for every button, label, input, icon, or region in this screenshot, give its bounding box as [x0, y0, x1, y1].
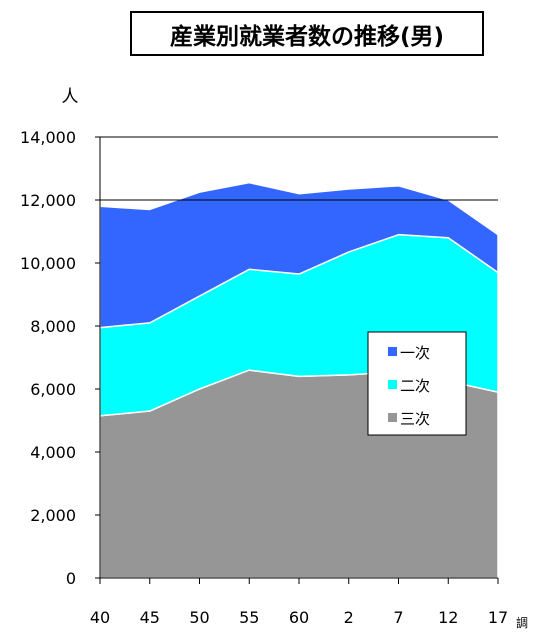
- y-tick-label: 6,000: [30, 380, 76, 399]
- area-series-2: [99, 181, 499, 329]
- y-tick-labels: 0 2,000 4,000 6,000 8,000 10,000 12,000 14,000: [20, 128, 76, 588]
- legend-label: 一次: [400, 344, 430, 362]
- legend-swatch: [388, 347, 397, 356]
- x-tick-label: 17: [488, 608, 508, 627]
- legend-label: 二次: [400, 377, 430, 395]
- legend-box: [367, 331, 467, 436]
- y-tick-label: 0: [66, 569, 76, 588]
- x-tick-label: 45: [140, 608, 160, 627]
- y-tick-label: 10,000: [20, 254, 76, 273]
- x-tick-label: 12: [438, 608, 458, 627]
- legend-swatch: [388, 380, 397, 389]
- y-tick-label: 8,000: [30, 317, 76, 336]
- y-tick-label: 4,000: [30, 443, 76, 462]
- y-tick-label: 14,000: [20, 128, 76, 147]
- chart-title: 産業別就業者数の推移(男): [130, 11, 484, 56]
- x-tick-labels: 40 45 50 55 60 2 7 12 17: [90, 608, 508, 627]
- x-tick-label: 50: [189, 608, 209, 627]
- x-axis-corner-label: 調: [516, 616, 528, 630]
- x-tick-label: 2: [344, 608, 354, 627]
- legend-label: 三次: [400, 410, 430, 428]
- gridlines: [100, 136, 498, 201]
- x-tick-label: 40: [90, 608, 110, 627]
- y-axis-unit-label: 人: [62, 87, 79, 107]
- y-tick-label: 12,000: [20, 191, 76, 210]
- x-tick-label: 60: [289, 608, 309, 627]
- axes: [95, 136, 499, 584]
- y-tick-label: 2,000: [30, 506, 76, 525]
- legend-swatch: [388, 413, 397, 422]
- x-tick-label: 55: [239, 608, 259, 627]
- x-tick-label: 7: [393, 608, 403, 627]
